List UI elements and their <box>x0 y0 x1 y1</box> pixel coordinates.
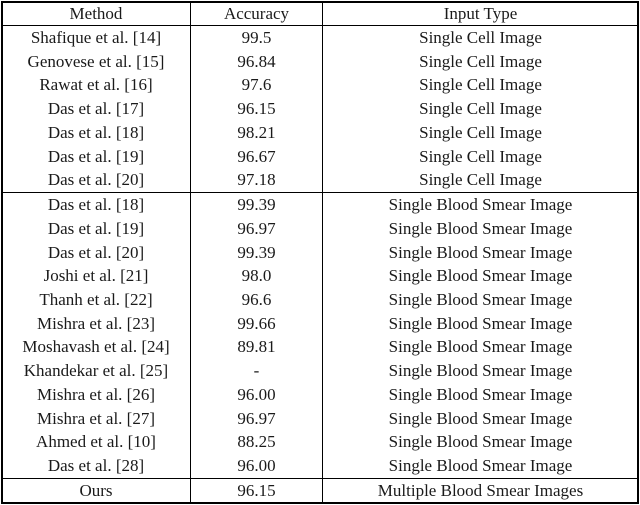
method-cell: Shafique et al. [14] <box>1 25 191 50</box>
header-row: Method Accuracy Input Type <box>1 1 639 26</box>
column-header-input-type: Input Type <box>322 1 639 26</box>
accuracy-cell: 96.84 <box>190 49 323 74</box>
accuracy-cell: 99.5 <box>190 25 323 50</box>
accuracy-cell: 96.00 <box>190 383 323 407</box>
input-type-cell: Single Blood Smear Image <box>322 359 639 384</box>
method-cell: Das et al. [20] <box>1 240 191 265</box>
accuracy-cell: 98.0 <box>190 264 323 289</box>
accuracy-cell: 89.81 <box>190 335 323 360</box>
method-cell: Das et al. [19] <box>1 144 191 169</box>
method-cell: Mishra et al. [26] <box>1 383 191 407</box>
table-row: Das et al. [19] 96.67 Single Cell Image <box>1 144 639 169</box>
table-row: Khandekar et al. [25] - Single Blood Smear… <box>1 359 639 384</box>
method-cell: Ours <box>1 478 191 504</box>
input-type-cell: Single Blood Smear Image <box>322 311 639 336</box>
table-row: Mishra et al. [23] 99.66 Single Blood Smea… <box>1 311 639 336</box>
method-cell: Ahmed et al. [10] <box>1 430 191 455</box>
accuracy-cell: 96.00 <box>190 454 323 479</box>
input-type-cell: Single Blood Smear Image <box>322 240 639 265</box>
method-cell: Joshi et al. [21] <box>1 264 191 289</box>
accuracy-cell: 96.67 <box>190 144 323 169</box>
input-type-cell: Single Blood Smear Image <box>322 430 639 455</box>
method-cell: Das et al. [17] <box>1 97 191 121</box>
input-type-cell: Multiple Blood Smear Images <box>322 478 639 504</box>
table-body: Shafique et al. [14] 99.5 Single Cell Imag… <box>1 25 639 504</box>
column-header-method: Method <box>1 1 191 26</box>
table-row: Mishra et al. [27] 96.97 Single Blood Smea… <box>1 406 639 431</box>
method-cell: Das et al. [28] <box>1 454 191 479</box>
input-type-cell: Single Blood Smear Image <box>322 383 639 407</box>
table-row: Das et al. [19] 96.97 Single Blood Smear I… <box>1 216 639 241</box>
accuracy-cell: 98.21 <box>190 120 323 145</box>
input-type-cell: Single Cell Image <box>322 168 639 193</box>
accuracy-cell: 97.6 <box>190 73 323 98</box>
accuracy-cell: 96.97 <box>190 406 323 431</box>
method-cell: Mishra et al. [23] <box>1 311 191 336</box>
input-type-cell: Single Blood Smear Image <box>322 454 639 479</box>
method-cell: Das et al. [19] <box>1 216 191 241</box>
method-cell: Thanh et al. [22] <box>1 288 191 312</box>
accuracy-cell: 96.15 <box>190 478 323 504</box>
input-type-cell: Single Blood Smear Image <box>322 335 639 360</box>
table-row: Das et al. [20] 99.39 Single Blood Smear I… <box>1 240 639 265</box>
method-cell: Moshavash et al. [24] <box>1 335 191 360</box>
accuracy-cell: 88.25 <box>190 430 323 455</box>
method-cell: Rawat et al. [16] <box>1 73 191 98</box>
table-row: Das et al. [28] 96.00 Single Blood Smear I… <box>1 454 639 479</box>
table-row: Das et al. [20] 97.18 Single Cell Image <box>1 168 639 193</box>
table-row: Rawat et al. [16] 97.6 Single Cell Image <box>1 73 639 98</box>
input-type-cell: Single Blood Smear Image <box>322 288 639 312</box>
table-row: Ours 96.15 Multiple Blood Smear Images <box>1 478 639 504</box>
method-cell: Das et al. [18] <box>1 192 191 217</box>
input-type-cell: Single Blood Smear Image <box>322 406 639 431</box>
input-type-cell: Single Blood Smear Image <box>322 216 639 241</box>
input-type-cell: Single Cell Image <box>322 120 639 145</box>
column-header-accuracy: Accuracy <box>190 1 323 26</box>
input-type-cell: Single Blood Smear Image <box>322 192 639 217</box>
input-type-cell: Single Blood Smear Image <box>322 264 639 289</box>
table-row: Genovese et al. [15] 96.84 Single Cell Ima… <box>1 49 639 74</box>
table-row: Ahmed et al. [10] 88.25 Single Blood Smear… <box>1 430 639 455</box>
method-cell: Khandekar et al. [25] <box>1 359 191 384</box>
table-row: Moshavash et al. [24] 89.81 Single Blood S… <box>1 335 639 360</box>
method-cell: Das et al. [18] <box>1 120 191 145</box>
table-row: Joshi et al. [21] 98.0 Single Blood Smear … <box>1 264 639 289</box>
table-row: Das et al. [18] 99.39 Single Blood Smear I… <box>1 192 639 217</box>
table-row: Das et al. [17] 96.15 Single Cell Image <box>1 97 639 121</box>
input-type-cell: Single Cell Image <box>322 97 639 121</box>
input-type-cell: Single Cell Image <box>322 73 639 98</box>
input-type-cell: Single Cell Image <box>322 144 639 169</box>
method-cell: Das et al. [20] <box>1 168 191 193</box>
table-row: Mishra et al. [26] 96.00 Single Blood Smea… <box>1 383 639 407</box>
input-type-cell: Single Cell Image <box>322 25 639 50</box>
table-row: Thanh et al. [22] 96.6 Single Blood Smear … <box>1 288 639 312</box>
accuracy-cell: 99.39 <box>190 240 323 265</box>
input-type-cell: Single Cell Image <box>322 49 639 74</box>
accuracy-cell: 96.6 <box>190 288 323 312</box>
accuracy-cell: 96.97 <box>190 216 323 241</box>
accuracy-cell: 99.66 <box>190 311 323 336</box>
method-cell: Mishra et al. [27] <box>1 406 191 431</box>
table-row: Shafique et al. [14] 99.5 Single Cell Imag… <box>1 25 639 50</box>
accuracy-cell: 99.39 <box>190 192 323 217</box>
table-row: Das et al. [18] 98.21 Single Cell Image <box>1 120 639 145</box>
accuracy-cell: - <box>190 359 323 384</box>
accuracy-cell: 97.18 <box>190 168 323 193</box>
accuracy-cell: 96.15 <box>190 97 323 121</box>
method-cell: Genovese et al. [15] <box>1 49 191 74</box>
